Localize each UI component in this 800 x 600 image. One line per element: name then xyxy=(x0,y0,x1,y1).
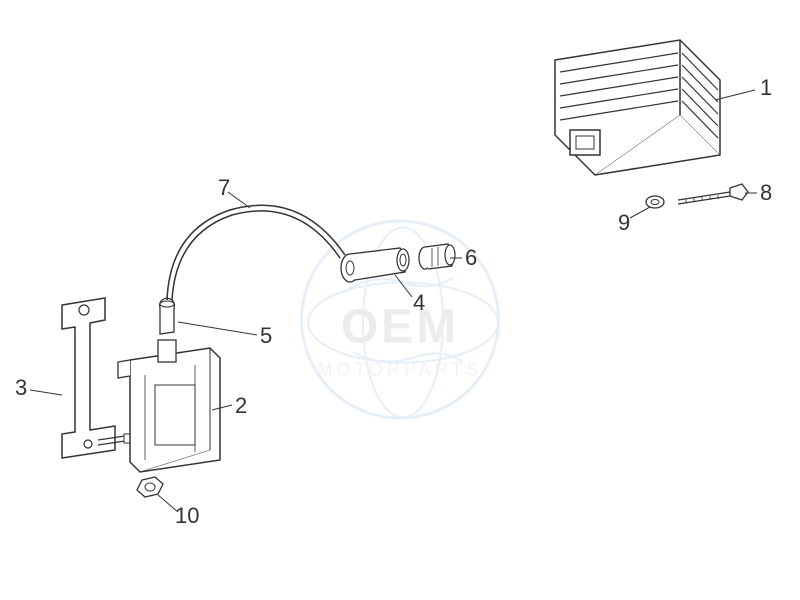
callout-3: 3 xyxy=(15,375,27,401)
diagram-container: OEM MOTORPARTS xyxy=(0,0,800,600)
cap-part xyxy=(160,298,175,334)
callout-5: 5 xyxy=(260,323,272,349)
callout-4: 4 xyxy=(413,290,425,316)
terminal-part xyxy=(419,244,455,269)
ht-lead-part xyxy=(167,205,345,300)
callout-2: 2 xyxy=(235,393,247,419)
callout-10: 10 xyxy=(175,503,199,529)
regulator-part xyxy=(555,40,720,175)
callout-8: 8 xyxy=(760,180,772,206)
plug-cap-part xyxy=(341,248,409,282)
callout-7: 7 xyxy=(218,175,230,201)
washer-part xyxy=(646,196,664,208)
parts-svg xyxy=(0,0,800,600)
callout-9: 9 xyxy=(618,210,630,236)
nut-part xyxy=(137,477,163,497)
callout-6: 6 xyxy=(465,245,477,271)
callout-1: 1 xyxy=(760,75,772,101)
bolt-part xyxy=(678,184,748,204)
ignition-coil-part xyxy=(118,340,220,472)
